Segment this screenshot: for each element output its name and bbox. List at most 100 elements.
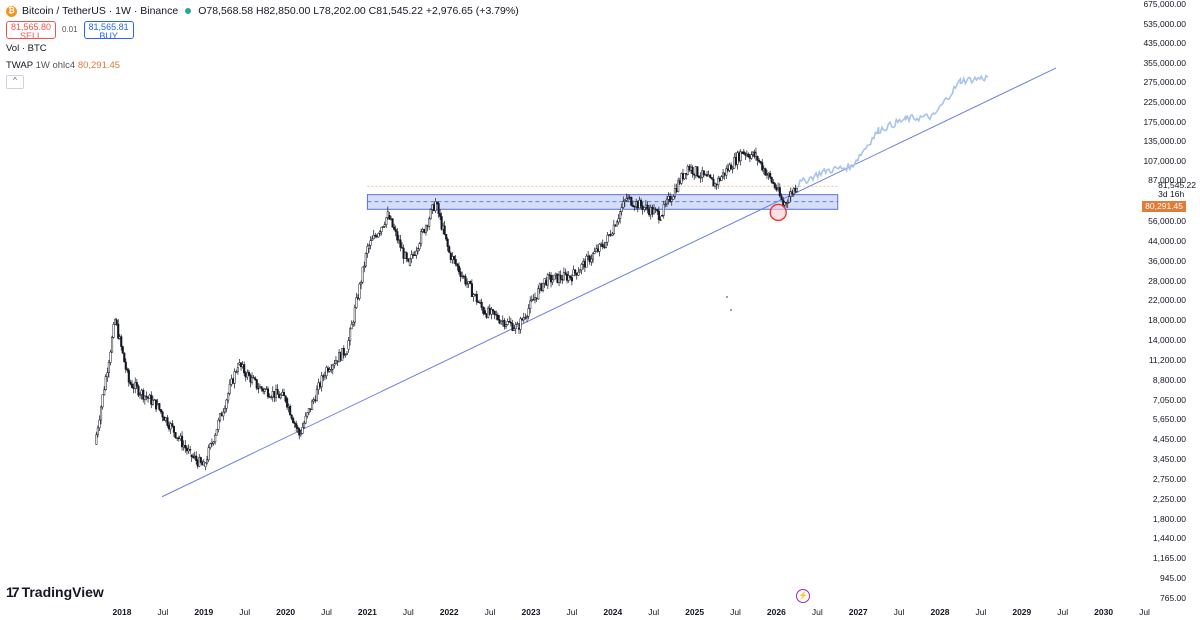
candle-body bbox=[588, 255, 591, 263]
candle-body bbox=[296, 426, 299, 430]
volume-indicator[interactable]: Vol · BTC bbox=[6, 43, 47, 54]
candle-body bbox=[522, 317, 525, 321]
time-label-month: Jul bbox=[1139, 607, 1150, 617]
candle-body bbox=[488, 307, 491, 315]
candle-body bbox=[276, 388, 279, 395]
candle-body bbox=[691, 166, 694, 175]
candle-body bbox=[286, 398, 289, 408]
candle-body bbox=[353, 307, 356, 323]
candle-body bbox=[112, 324, 115, 338]
candle-body bbox=[519, 318, 522, 330]
candle-body bbox=[344, 354, 347, 356]
market-status-icon bbox=[185, 8, 192, 14]
candle-body bbox=[649, 206, 652, 216]
candle-body bbox=[778, 187, 781, 197]
candle-body bbox=[525, 316, 529, 319]
candle-body bbox=[126, 369, 129, 371]
candle-body bbox=[720, 176, 723, 181]
candle-body bbox=[182, 444, 185, 448]
candle-body bbox=[470, 283, 473, 297]
candle-body bbox=[142, 389, 145, 400]
candle-body bbox=[487, 307, 490, 318]
candle-body bbox=[396, 231, 399, 241]
candle-body bbox=[643, 207, 646, 211]
candle-body bbox=[377, 233, 380, 238]
price-tick-label: 2,750.00 bbox=[1152, 473, 1186, 484]
candle-body bbox=[150, 394, 153, 405]
symbol-row[interactable]: ₿ Bitcoin / TetherUS · 1W · Binance O78,… bbox=[6, 4, 519, 18]
twap-indicator[interactable]: TWAP 1W ohlc4 80,291.45 bbox=[6, 59, 519, 73]
candle-body bbox=[223, 408, 226, 413]
candle-body bbox=[383, 224, 386, 227]
lightning-icon[interactable]: ⚡ bbox=[796, 589, 810, 603]
candle-body bbox=[598, 243, 601, 252]
candle-body bbox=[388, 215, 391, 220]
price-tick-label: 56,000.00 bbox=[1148, 216, 1186, 226]
candle-body bbox=[591, 253, 595, 260]
candle-body bbox=[181, 435, 184, 448]
price-tick-label: 675,000.00 bbox=[1143, 0, 1186, 9]
candle-body bbox=[574, 269, 577, 274]
candle-body bbox=[636, 201, 639, 209]
candle-body bbox=[656, 209, 659, 212]
sell-button[interactable]: 81,565.80 SELL bbox=[6, 21, 56, 41]
time-label-year: 2030 bbox=[1094, 607, 1114, 617]
candle-body bbox=[361, 266, 364, 283]
candle-body bbox=[279, 394, 282, 399]
candle-body bbox=[669, 196, 672, 202]
candle-body bbox=[428, 218, 431, 227]
candle-body bbox=[99, 406, 103, 421]
time-axis[interactable]: 2018 Jul 2019 Jul 2020 Jul 2021 Jul 2022 Jul 2023 J… bbox=[0, 600, 1200, 620]
candle-body bbox=[243, 364, 246, 374]
candle-body bbox=[786, 202, 789, 204]
candle-body bbox=[307, 408, 310, 414]
candle-body bbox=[457, 265, 460, 273]
candle-body bbox=[750, 154, 753, 159]
candle-body bbox=[311, 400, 314, 410]
candle-body bbox=[446, 238, 449, 247]
buy-button[interactable]: 81,565.81 BUY bbox=[83, 21, 134, 41]
collapse-legend-button[interactable]: ^ bbox=[6, 75, 24, 89]
time-label-year: 2025 bbox=[685, 607, 705, 617]
candle-body bbox=[453, 256, 456, 260]
candle-body bbox=[220, 413, 223, 417]
candle-body bbox=[282, 392, 286, 397]
candle-body bbox=[772, 181, 775, 184]
candle-body bbox=[717, 177, 720, 186]
price-chart[interactable] bbox=[0, 0, 1142, 600]
price-tick-label: 14,000.00 bbox=[1148, 335, 1186, 346]
candle-body bbox=[349, 328, 352, 342]
bar-countdown: 3d 16h bbox=[1158, 189, 1185, 199]
candle-body bbox=[345, 353, 348, 356]
candle-body bbox=[255, 379, 258, 389]
candle-body bbox=[168, 425, 171, 430]
candle-body bbox=[350, 323, 353, 330]
buy-price: 81,565.81 bbox=[88, 22, 129, 32]
candle-body bbox=[630, 196, 633, 206]
candle-body bbox=[648, 208, 651, 216]
candle-body bbox=[106, 372, 109, 377]
candle-body bbox=[347, 340, 350, 350]
candle-body bbox=[306, 412, 309, 417]
candle-body bbox=[127, 370, 130, 383]
candle-body bbox=[250, 377, 254, 383]
candle-body bbox=[298, 428, 301, 436]
candle-body bbox=[702, 170, 705, 176]
candle-body bbox=[137, 385, 140, 396]
candle-body bbox=[199, 457, 202, 463]
candle-body bbox=[478, 302, 482, 304]
candle-body bbox=[551, 279, 554, 283]
candle-body bbox=[328, 369, 331, 372]
price-axis[interactable]: 675,000.00 535,000.00 435,000.00 355,000.00… bbox=[1142, 0, 1200, 620]
candle-body bbox=[378, 231, 382, 234]
symbol-name[interactable]: Bitcoin / TetherUS · 1W · Binance bbox=[22, 5, 179, 17]
spread-value: 0.01 bbox=[62, 25, 78, 34]
candle-body bbox=[333, 363, 336, 366]
candle-body bbox=[420, 231, 423, 244]
candle-body bbox=[516, 323, 519, 325]
candle-body bbox=[583, 260, 586, 268]
time-label-year: 2026 bbox=[766, 607, 786, 617]
candle-body bbox=[366, 246, 369, 254]
candle-body bbox=[254, 377, 257, 380]
time-label-year: 2018 bbox=[112, 607, 132, 617]
